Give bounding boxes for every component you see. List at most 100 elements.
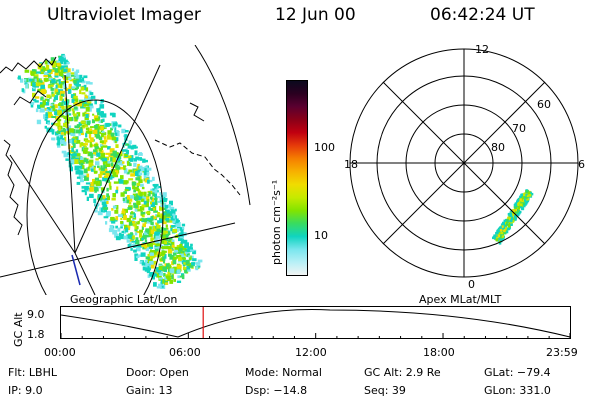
aurora-pixel [151,274,155,280]
aurora-pixel [133,146,138,149]
aurora-pixel [143,170,148,176]
aurora-pixel [39,71,45,75]
aurora-pixel [153,216,157,219]
aurora-pixel [81,125,86,129]
aurora-pixel [499,226,502,229]
aurora-pixel [68,83,72,87]
aurora-pixel [124,189,129,192]
aurora-pixel [65,158,70,161]
aurora-pixel [74,71,78,77]
aurora-pixel [63,136,67,142]
aurora-pixel [119,179,124,184]
aurora-pixel [149,196,153,200]
aurora-pixel [180,251,183,255]
aurora-pixel [90,168,94,172]
aurora-pixel [56,83,61,88]
aurora-pixel [195,266,199,271]
aurora-pixel [161,250,166,256]
aurora-pixel [71,147,74,153]
aurora-pixel [108,181,112,187]
aurora-pixel [160,230,163,233]
aurora-pixel [100,119,104,123]
aurora-pixel [168,211,173,217]
aurora-pixel [192,258,197,262]
aurora-pixel [152,184,157,187]
aurora-pixel [80,170,84,175]
aurora-pixel [60,139,65,145]
aurora-pixel [104,168,108,173]
aurora-pixel [41,89,47,94]
aurora-pixel [110,216,115,221]
aurora-pixel [523,193,526,197]
aurora-pixel [57,110,62,115]
aurora-pixel [174,269,177,274]
aurora-pixel [176,255,182,259]
aurora-pixel [179,243,183,248]
aurora-pixel [90,95,96,99]
aurora-pixel [136,188,140,192]
aurora-pixel [45,109,49,112]
aurora-pixel [139,229,143,233]
aurora-pixel [124,134,128,139]
aurora-pixel [117,162,121,166]
aurora-pixel [141,262,146,266]
mlt-label-0: 0 [468,278,475,291]
aurora-pixel [71,145,75,149]
aurora-pixel [155,196,158,200]
aurora-pixel [130,248,133,251]
aurora-pixel [67,89,71,94]
aurora-pixel [56,136,59,141]
aurora-pixel [84,190,87,196]
aurora-pixel [151,254,155,259]
aurora-pixel [127,145,132,149]
aurora-pixel [508,222,512,225]
timeline-xtick-2: 12:00 [295,346,327,359]
aurora-pixel [153,282,157,287]
aurora-pixel [123,191,127,194]
aurora-pixel [85,114,89,118]
aurora-pixel [517,207,520,210]
aurora-pixel [501,235,505,238]
aurora-pixel [66,62,70,65]
aurora-pixel [166,243,171,246]
aurora-pixel [105,214,110,217]
aurora-pixel [109,225,114,229]
aurora-pixel [149,265,152,268]
aurora-pixel [142,195,147,200]
aurora-pixel [515,210,518,214]
aurora-pixel [503,229,506,233]
aurora-pixel [40,108,45,113]
aurora-pixel [121,210,126,215]
aurora-pixel [33,85,36,90]
aurora-pixel [128,202,132,205]
aurora-pixel [57,64,61,70]
aurora-pixel [172,256,177,260]
aurora-pixel [503,219,506,223]
coastline-islands [13,90,47,106]
aurora-pixel [89,167,94,170]
aurora-pixel [65,105,70,109]
aurora-pixel [132,221,136,224]
aurora-pixel [88,153,93,157]
aurora-pixel [137,163,140,168]
aurora-pixel [158,283,162,287]
aurora-pixel [102,195,106,199]
aurora-pixel [525,193,528,197]
aurora-pixel [144,167,149,172]
aurora-pixel [90,126,94,129]
aurora-pixel [44,107,48,111]
aurora-pixel [133,189,136,193]
aurora-pixel [20,78,24,83]
aurora-pixel [492,236,496,239]
aurora-pixel [150,264,155,269]
timeline-ytick-max: 9.0 [27,308,45,321]
aurora-pixel [159,206,162,209]
aurora-pixel [170,245,174,251]
aurora-pixel [36,119,42,125]
aurora-pixel [47,61,50,65]
aurora-pixel [47,69,51,73]
aurora-pixel [77,84,81,87]
aurora-pixel [59,66,63,70]
aurora-pixel [126,195,130,200]
aurora-pixel [79,159,85,164]
